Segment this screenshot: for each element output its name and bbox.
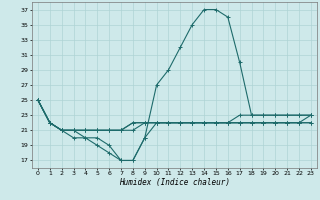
- X-axis label: Humidex (Indice chaleur): Humidex (Indice chaleur): [119, 178, 230, 187]
